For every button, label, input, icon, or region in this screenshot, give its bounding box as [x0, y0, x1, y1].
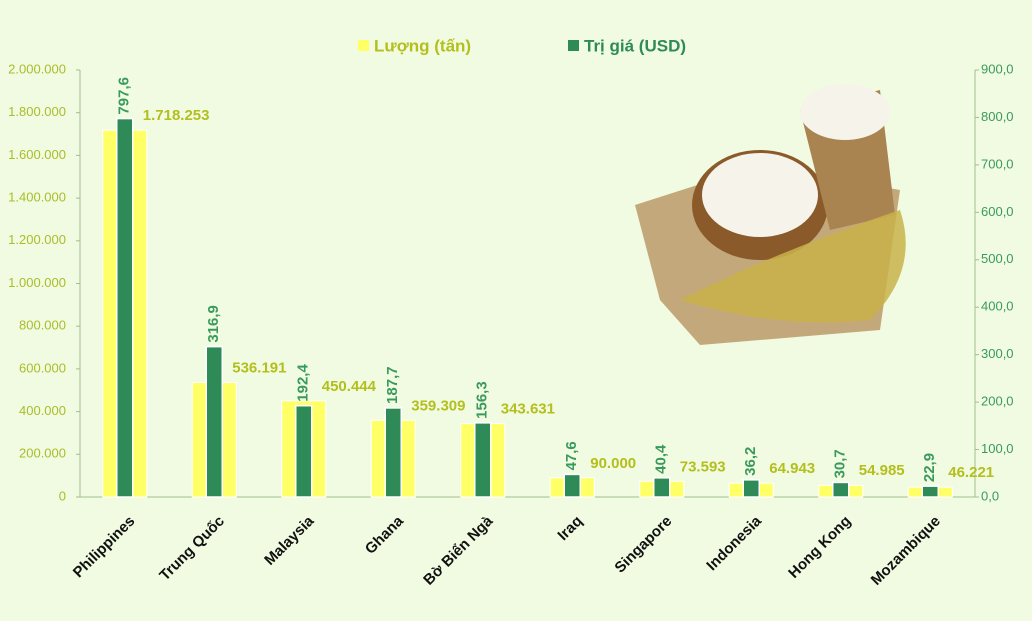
- bar: [384, 407, 402, 498]
- legend-swatch: [568, 40, 579, 51]
- value-label: 90.000: [590, 455, 636, 472]
- x-tick-label: Trung Quốc: [156, 513, 228, 585]
- legend-label: Lượng (tấn): [374, 36, 471, 55]
- bar: [205, 345, 223, 498]
- x-tick-label: Iraq: [554, 513, 585, 544]
- y-tick-label: 200.000: [19, 446, 66, 461]
- value-label: 192,4: [295, 364, 312, 402]
- y-tick-label: 1.600.000: [8, 147, 66, 162]
- y-tick-label: 800.000: [19, 318, 66, 333]
- value-label: 156,3: [474, 381, 491, 419]
- value-label: 316,9: [205, 305, 222, 343]
- value-label: 73.593: [680, 458, 726, 475]
- value-label: 536.191: [232, 359, 286, 376]
- value-label: 46.221: [948, 464, 994, 481]
- value-label: 359.309: [411, 397, 465, 414]
- y-tick-label: 0: [59, 488, 66, 503]
- value-label: 30,7: [832, 449, 849, 478]
- y-tick-label: 1.000.000: [8, 275, 66, 290]
- y2-tick-label: 800,0: [981, 109, 1014, 124]
- y-tick-label: 600.000: [19, 360, 66, 375]
- x-tick-label: Mozambique: [868, 513, 944, 589]
- y2-tick-label: 200,0: [981, 394, 1014, 409]
- bar: [295, 404, 313, 498]
- y-tick-label: 1.800.000: [8, 104, 66, 119]
- y2-tick-label: 400,0: [981, 299, 1014, 314]
- rice-illustration: [635, 84, 906, 345]
- x-tick-label: Philippines: [70, 513, 139, 582]
- value-label: 22,9: [921, 453, 938, 482]
- value-label: 40,4: [653, 444, 670, 474]
- value-label: 797,6: [116, 77, 133, 115]
- y2-tick-label: 300,0: [981, 346, 1014, 361]
- legend-swatch: [358, 40, 369, 51]
- legend-label: Trị giá (USD): [584, 36, 686, 55]
- value-label: 36,2: [742, 447, 759, 476]
- y-tick-label: 1.200.000: [8, 232, 66, 247]
- x-tick-label: Malaysia: [261, 512, 318, 569]
- y2-tick-label: 700,0: [981, 156, 1014, 171]
- value-label: 47,6: [563, 441, 580, 470]
- x-tick-label: Bờ Biển Ngà: [420, 512, 497, 589]
- value-label: 1.718.253: [143, 107, 210, 124]
- y2-tick-label: 500,0: [981, 251, 1014, 266]
- y2-tick-label: 0,0: [981, 488, 999, 503]
- bar: [742, 479, 760, 498]
- y2-tick-label: 100,0: [981, 441, 1014, 456]
- bar: [653, 477, 671, 498]
- x-tick-label: Indonesia: [703, 512, 765, 574]
- y2-tick-label: 900,0: [981, 61, 1014, 76]
- y-tick-label: 1.400.000: [8, 190, 66, 205]
- bar: [921, 485, 939, 498]
- bar: [474, 422, 492, 498]
- bar: [116, 117, 134, 498]
- x-tick-label: Hong Kong: [785, 513, 854, 582]
- x-tick-label: Singapore: [611, 513, 675, 577]
- value-label: 343.631: [501, 401, 555, 418]
- value-label: 64.943: [769, 460, 815, 477]
- bar: [563, 473, 581, 498]
- value-label: 450.444: [322, 378, 377, 395]
- y-tick-label: 2.000.000: [8, 61, 66, 76]
- y-tick-label: 400.000: [19, 403, 66, 418]
- x-tick-label: Ghana: [362, 512, 407, 557]
- value-label: 54.985: [859, 462, 905, 479]
- value-label: 187,7: [384, 366, 401, 404]
- y2-tick-label: 600,0: [981, 204, 1014, 219]
- bar: [832, 481, 850, 498]
